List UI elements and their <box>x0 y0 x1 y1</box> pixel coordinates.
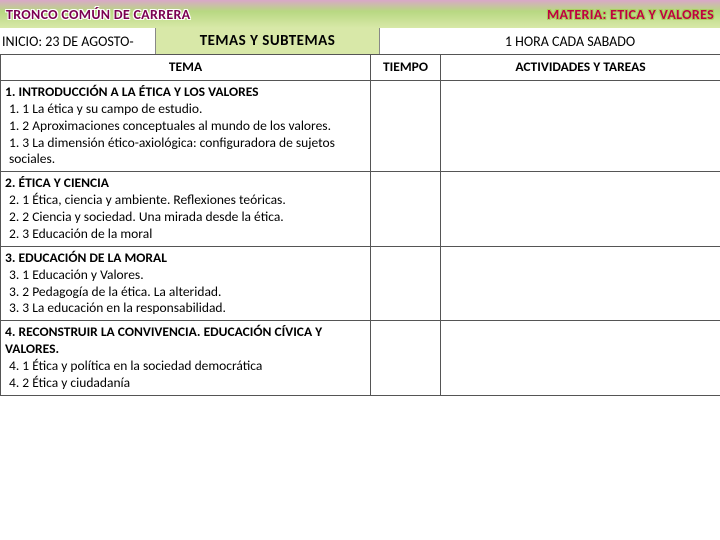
actividades-cell <box>441 172 720 247</box>
tiempo-cell <box>371 80 441 171</box>
syllabus-table: TEMA TIEMPO ACTIVIDADES Y TAREAS 1. INTR… <box>0 54 720 396</box>
subtopic: 4. 2 Ética y ciudadanía <box>5 375 366 392</box>
header-band: TRONCO COMÚN DE CARRERA MATERIA: ETICA Y… <box>0 0 720 28</box>
subtopic: 4. 1 Ética y política en la sociedad dem… <box>5 358 366 375</box>
table-row: 2. ÉTICA Y CIENCIA 2. 1 Ética, ciencia y… <box>1 172 720 247</box>
subtopic: 2. 3 Educación de la moral <box>5 226 366 243</box>
actividades-cell <box>441 246 720 321</box>
table-row: 4. RECONSTRUIR LA CONVIVENCIA. EDUCACIÓN… <box>1 321 720 396</box>
col-header-tiempo: TIEMPO <box>371 55 441 81</box>
subtopic: 2. 2 Ciencia y sociedad. Una mirada desd… <box>5 209 366 226</box>
tema-cell: 1. INTRODUCCIÓN A LA ÉTICA Y LOS VALORES… <box>1 80 371 171</box>
col-header-tema: TEMA <box>1 55 371 81</box>
tiempo-cell <box>371 321 441 396</box>
topic-title: 2. ÉTICA Y CIENCIA <box>5 175 366 192</box>
header-left-title: TRONCO COMÚN DE CARRERA <box>6 6 190 23</box>
tiempo-cell <box>371 246 441 321</box>
subheader-row: INICIO: 23 DE AGOSTO- TEMAS Y SUBTEMAS 1… <box>0 28 720 54</box>
subtopic: 2. 1 Ética, ciencia y ambiente. Reflexio… <box>5 192 366 209</box>
subtopic: 3. 1 Educación y Valores. <box>5 267 366 284</box>
subtopic: 1. 2 Aproximaciones conceptuales al mund… <box>5 118 366 135</box>
subtopic: 3. 3 La educación en la responsabilidad. <box>5 300 366 317</box>
start-date-label: INICIO: 23 DE AGOSTO- <box>0 33 155 50</box>
tiempo-cell <box>371 172 441 247</box>
topics-title-box: TEMAS Y SUBTEMAS <box>155 28 380 54</box>
table-header-row: TEMA TIEMPO ACTIVIDADES Y TAREAS <box>1 55 720 81</box>
table-row: 3. EDUCACIÓN DE LA MORAL 3. 1 Educación … <box>1 246 720 321</box>
table-row: 1. INTRODUCCIÓN A LA ÉTICA Y LOS VALORES… <box>1 80 720 171</box>
topic-title: 4. RECONSTRUIR LA CONVIVENCIA. EDUCACIÓN… <box>5 324 366 358</box>
header-right-title: MATERIA: ETICA Y VALORES <box>547 6 714 23</box>
subtopic: 1. 3 La dimensión ético-axiológica: conf… <box>5 135 366 169</box>
topic-title: 3. EDUCACIÓN DE LA MORAL <box>5 250 366 267</box>
topic-title: 1. INTRODUCCIÓN A LA ÉTICA Y LOS VALORES <box>5 84 366 101</box>
schedule-label: 1 HORA CADA SABADO <box>380 33 720 50</box>
subtopic: 1. 1 La ética y su campo de estudio. <box>5 101 366 118</box>
col-header-actividades: ACTIVIDADES Y TAREAS <box>441 55 720 81</box>
tema-cell: 2. ÉTICA Y CIENCIA 2. 1 Ética, ciencia y… <box>1 172 371 247</box>
subtopic: 3. 2 Pedagogía de la ética. La alteridad… <box>5 284 366 301</box>
tema-cell: 3. EDUCACIÓN DE LA MORAL 3. 1 Educación … <box>1 246 371 321</box>
actividades-cell <box>441 80 720 171</box>
actividades-cell <box>441 321 720 396</box>
tema-cell: 4. RECONSTRUIR LA CONVIVENCIA. EDUCACIÓN… <box>1 321 371 396</box>
